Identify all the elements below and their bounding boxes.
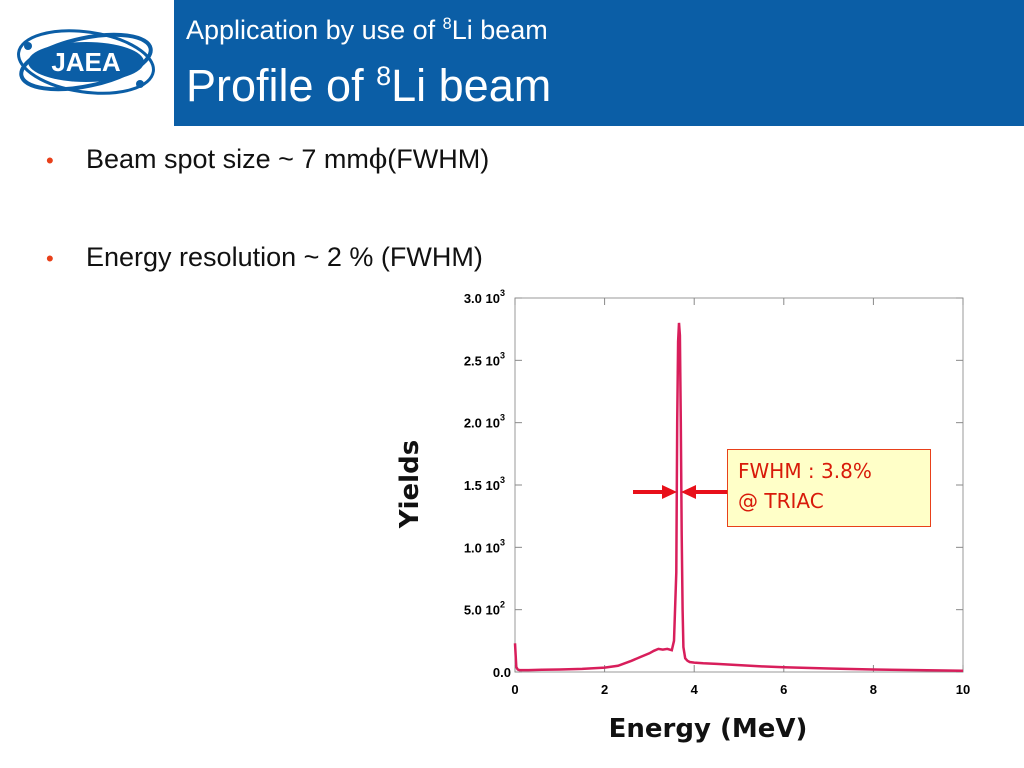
y-tick-label: 5.0 102 xyxy=(464,600,505,618)
x-axis-label: Energy (MeV) xyxy=(609,714,808,744)
y-tick-label: 2.5 103 xyxy=(464,350,505,368)
y-tick-label: 2.0 103 xyxy=(464,413,505,431)
y-axis-label: Yields xyxy=(395,440,425,529)
arrow-left-head xyxy=(662,485,677,499)
annotation-line1: FWHM : 3.8% xyxy=(738,459,872,483)
x-tick-label: 6 xyxy=(780,682,787,697)
bullet-dot: • xyxy=(46,246,54,271)
arrow-right-head xyxy=(681,485,696,499)
fwhm-arrows xyxy=(633,485,727,499)
logo-area: JAEA xyxy=(0,0,174,126)
annotation-line2: @ TRIAC xyxy=(738,489,824,513)
x-tick-label: 0 xyxy=(511,682,518,697)
bullet-item: • Beam spot size ~ 7 mm ϕ (FWHM) xyxy=(46,144,490,175)
x-tick-label: 10 xyxy=(956,682,970,697)
slide-subtitle: Application by use of 8Li beam xyxy=(186,15,548,45)
title-bar: Application by use of 8Li beam Profile o… xyxy=(174,0,1024,126)
y-tick-label: 1.0 103 xyxy=(464,537,505,555)
x-tick-label: 4 xyxy=(691,682,699,697)
x-tick-label: 2 xyxy=(601,682,608,697)
bullet-item: • Energy resolution ~ 2 % (FWHM) xyxy=(46,242,483,272)
x-tick-label: 8 xyxy=(870,682,877,697)
jaea-logo: JAEA xyxy=(17,29,155,95)
y-tick-label: 0.0 xyxy=(493,665,511,680)
bullet-dot: • xyxy=(46,148,54,173)
y-tick-label: 1.5 103 xyxy=(464,475,505,493)
slide-title: Profile of 8Li beam xyxy=(186,60,552,111)
y-tick-label: 3.0 103 xyxy=(464,288,505,306)
series-line xyxy=(513,322,964,673)
logo-text: JAEA xyxy=(51,47,121,77)
fwhm-annotation: FWHM : 3.8% @ TRIAC xyxy=(727,449,931,527)
